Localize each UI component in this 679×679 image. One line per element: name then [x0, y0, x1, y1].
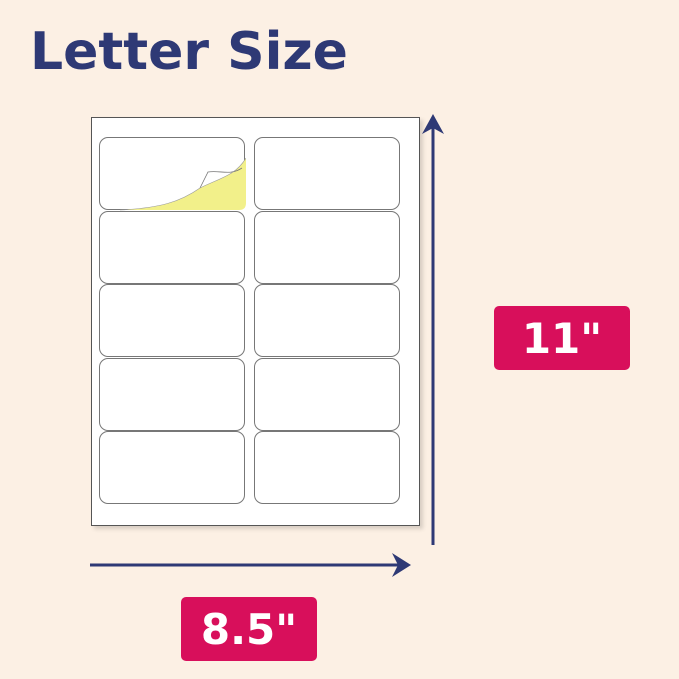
label-cell: [99, 357, 245, 431]
peeled-corner-icon: [119, 157, 246, 211]
label-cell: [99, 137, 246, 211]
label-sheet: [91, 117, 420, 526]
label-cell: [99, 284, 245, 358]
label-cell: [254, 284, 400, 358]
label-cell: [254, 137, 400, 210]
label-cell: [254, 210, 400, 284]
page-title: Letter Size: [30, 22, 348, 82]
label-cell: [99, 210, 245, 284]
width-badge: 8.5": [181, 597, 317, 661]
height-arrow-icon: [422, 114, 444, 545]
width-arrow-icon: [90, 553, 411, 577]
height-badge: 11": [494, 306, 630, 370]
label-cell: [254, 357, 400, 431]
label-cell: [254, 431, 400, 505]
label-cell: [99, 431, 245, 505]
